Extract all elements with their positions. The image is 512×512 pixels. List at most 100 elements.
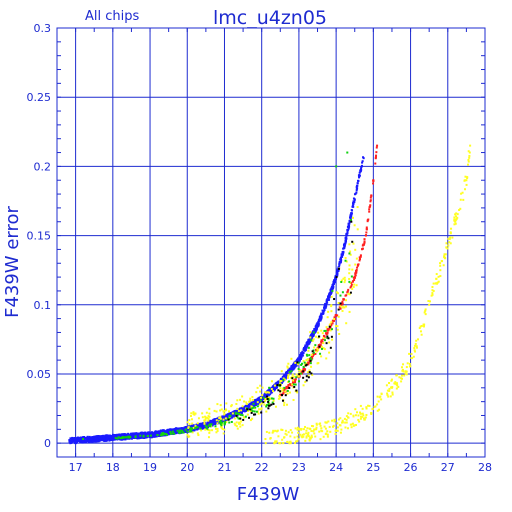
yellow-point: [365, 407, 368, 410]
yellow-point: [309, 427, 312, 430]
yellow-point: [337, 418, 340, 421]
yellow-point: [220, 408, 223, 411]
yellow-point: [290, 376, 293, 379]
yellow-point: [191, 431, 194, 434]
yellow-point: [223, 413, 226, 416]
blue-point: [286, 371, 289, 374]
blue-point: [252, 404, 255, 407]
yellow-point: [322, 342, 325, 345]
yellow-point: [321, 430, 324, 433]
blue-point: [135, 432, 138, 435]
blue-point: [360, 167, 363, 170]
red-point: [318, 344, 321, 347]
yellow-point: [395, 382, 398, 385]
yellow-point: [386, 389, 389, 392]
yellow-point: [308, 438, 311, 441]
yellow-point: [330, 321, 333, 324]
blue-point: [312, 334, 315, 337]
blue-point: [215, 421, 218, 424]
yellow-point: [245, 403, 248, 406]
blue-point: [145, 436, 148, 439]
blue-point: [113, 436, 116, 439]
y-tick-label: 0.2: [34, 160, 52, 173]
blue-point: [358, 176, 361, 179]
red-point: [279, 393, 282, 396]
yellow-point: [352, 242, 355, 245]
blue-point: [143, 434, 146, 437]
yellow-point: [356, 228, 359, 231]
blue-point: [95, 437, 98, 440]
red-point: [287, 384, 290, 387]
dark-point: [298, 373, 301, 376]
green-point: [156, 433, 159, 436]
red-point: [366, 220, 369, 223]
x-tick-label: 22: [255, 461, 269, 474]
yellow-point: [336, 422, 339, 425]
green-point: [319, 352, 322, 355]
yellow-point: [400, 374, 403, 377]
green-point: [127, 436, 130, 439]
blue-point: [160, 430, 163, 433]
green-point: [181, 429, 184, 432]
yellow-point: [298, 427, 301, 430]
yellow-point: [222, 410, 225, 413]
blue-point: [328, 294, 331, 297]
blue-point: [229, 417, 232, 420]
yellow-point: [237, 409, 240, 412]
green-point: [252, 402, 255, 405]
green-point: [179, 431, 182, 434]
green-point: [161, 433, 164, 436]
yellow-point: [296, 440, 299, 443]
blue-point: [353, 200, 356, 203]
yellow-point: [189, 414, 192, 417]
dark-point: [242, 418, 245, 421]
yellow-point: [380, 392, 383, 395]
yellow-point: [344, 421, 347, 424]
dark-point: [265, 395, 268, 398]
blue-point: [359, 168, 362, 171]
yellow-point: [201, 412, 204, 415]
yellow-point: [424, 313, 427, 316]
yellow-point: [216, 403, 219, 406]
yellow-point: [295, 440, 298, 443]
yellow-point: [223, 428, 226, 431]
dark-point: [326, 335, 329, 338]
yellow-point: [186, 433, 189, 436]
blue-point: [164, 434, 167, 437]
yellow-point: [272, 429, 275, 432]
yellow-point: [388, 389, 391, 392]
blue-point: [356, 187, 359, 190]
yellow-point: [365, 413, 368, 416]
blue-point: [202, 426, 205, 429]
blue-point: [167, 431, 170, 434]
yellow-point: [216, 427, 219, 430]
yellow-point: [248, 400, 251, 403]
blue-point: [325, 305, 328, 308]
yellow-point: [224, 417, 227, 420]
blue-point: [102, 435, 105, 438]
yellow-point: [294, 361, 297, 364]
yellow-point: [359, 404, 362, 407]
green-point: [312, 331, 315, 334]
green-point: [127, 435, 130, 438]
red-point: [363, 238, 366, 241]
yellow-point: [239, 420, 242, 423]
blue-point: [130, 437, 133, 440]
dark-point: [337, 308, 340, 311]
yellow-point: [324, 427, 327, 430]
blue-point: [325, 299, 328, 302]
dark-point: [335, 276, 338, 279]
blue-point: [112, 436, 115, 439]
blue-point: [282, 375, 285, 378]
green-point: [239, 413, 242, 416]
yellow-point: [294, 442, 297, 445]
blue-point: [306, 344, 309, 347]
blue-point: [118, 433, 121, 436]
yellow-point: [310, 424, 313, 427]
blue-point: [192, 424, 195, 427]
red-point: [311, 356, 314, 359]
yellow-point: [188, 419, 191, 422]
yellow-point: [336, 325, 339, 328]
red-point: [339, 307, 342, 310]
red-point: [356, 264, 359, 267]
